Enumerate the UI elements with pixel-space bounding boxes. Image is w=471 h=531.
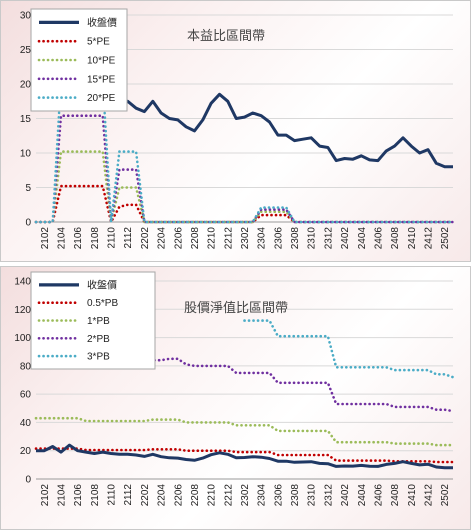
y-tick-label: 30 [20, 11, 32, 22]
legend-label: 20*PE [87, 93, 116, 104]
x-tick-label: 2404 [357, 484, 368, 507]
x-tick-label: 2106 [73, 484, 84, 507]
y-tick-label: 20 [20, 446, 32, 457]
legend-label: 15*PE [87, 74, 116, 85]
x-tick-label: 2204 [157, 484, 168, 507]
x-tick-label: 2112 [123, 227, 134, 249]
x-tick-label: 2212 [223, 484, 234, 507]
y-tick-label: 100 [14, 333, 31, 344]
x-tick-label: 2206 [173, 227, 184, 250]
x-tick-label: 2104 [57, 484, 68, 507]
y-tick-label: 60 [20, 390, 32, 401]
x-tick-label: 2312 [323, 484, 334, 507]
x-tick-label: 2502 [440, 227, 451, 250]
legend-label: 收盤價 [87, 16, 117, 29]
x-tick-label: 2202 [140, 227, 151, 250]
x-tick-label: 2212 [223, 227, 234, 250]
chart-title: 本益比區間帶 [187, 29, 265, 44]
series-line-2 [34, 416, 455, 447]
series-line-1 [34, 447, 455, 464]
x-tick-label: 2104 [57, 227, 68, 250]
pb-band-chart: 0 20 40 60 80 100 120 140 2102 2104 2106 2108 2110 21… [14, 271, 455, 507]
y-tick-label: 0 [25, 475, 31, 486]
legend-label: 3*PB [87, 352, 110, 363]
x-tick-label: 2106 [73, 227, 84, 250]
y-tick-label: 25 [20, 45, 32, 56]
x-tick-label: 2308 [290, 227, 301, 250]
x-tick-label: 2308 [290, 484, 301, 507]
series-line-3 [34, 114, 455, 224]
legend-label: 0.5*PB [87, 298, 118, 309]
x-tick-label: 2210 [207, 227, 218, 250]
y-tick-label: 20 [20, 80, 32, 91]
x-tick-label: 2410 [407, 227, 418, 250]
x-tick-label: 2410 [407, 484, 418, 507]
series-line-4 [34, 78, 455, 224]
x-tick-label: 2208 [190, 227, 201, 250]
y-tick-label: 140 [14, 277, 31, 288]
x-tick-label: 2406 [373, 227, 384, 250]
x-tick-label: 2412 [423, 227, 434, 250]
y-tick-label: 80 [20, 361, 32, 372]
y-tick-label: 120 [14, 305, 31, 316]
x-tick-label: 2310 [307, 227, 318, 250]
x-tick-label: 2112 [123, 484, 134, 506]
x-tick-label: 2102 [40, 484, 51, 507]
x-tick-label: 2304 [257, 227, 268, 250]
legend: 收盤價 0.5*PB 1*PB 2*PB 3*PB [30, 271, 156, 370]
y-tick-label: 5 [25, 183, 31, 194]
pe-band-chart-panel: 0 5 10 15 20 25 30 2102 2104 2106 2108 2110 2112 2202… [0, 0, 471, 262]
pe-band-chart: 0 5 10 15 20 25 30 2102 2104 2106 2108 2110 2112 2202… [20, 8, 455, 250]
pb-band-chart-panel: 0 20 40 60 80 100 120 140 2102 2104 2106 2108 2110 21… [0, 266, 471, 530]
x-tick-label: 2412 [423, 484, 434, 507]
chart-title: 股價淨值比區間帶 [184, 300, 288, 316]
series-line-0 [118, 92, 453, 169]
x-tick-label: 2406 [373, 484, 384, 507]
y-tick-label: 0 [25, 218, 31, 229]
series-line-0 [36, 443, 453, 470]
x-tick-label: 2108 [90, 484, 101, 507]
x-tick-label: 2302 [240, 227, 251, 250]
x-tick-label: 2310 [307, 484, 318, 507]
x-tick-label: 2306 [273, 484, 284, 507]
x-tick-label: 2304 [257, 484, 268, 507]
x-tick-label: 2408 [390, 484, 401, 507]
x-tick-label: 2402 [340, 227, 351, 250]
y-tick-label: 40 [20, 418, 32, 429]
x-tick-label: 2402 [340, 484, 351, 507]
x-tick-label: 2404 [357, 227, 368, 250]
y-tick-label: 15 [20, 114, 32, 125]
x-tick-label: 2502 [440, 484, 451, 507]
y-tick-label: 10 [20, 149, 32, 160]
x-tick-label: 2102 [40, 227, 51, 250]
legend-label: 5*PE [87, 37, 110, 48]
legend-label: 1*PB [87, 316, 110, 327]
x-tick-label: 2202 [140, 484, 151, 507]
x-tick-label: 2208 [190, 484, 201, 507]
x-tick-label: 2210 [207, 484, 218, 507]
series-line-4 [243, 319, 455, 379]
legend-label: 收盤價 [87, 278, 117, 291]
x-tick-label: 2110 [107, 227, 118, 249]
legend-label: 2*PB [87, 334, 110, 345]
x-tick-label: 2108 [90, 227, 101, 250]
legend: 收盤價 5*PE 10*PE 15*PE 20*PE [30, 8, 128, 112]
legend-label: 10*PE [87, 56, 116, 67]
x-tick-label: 2306 [273, 227, 284, 250]
x-tick-label: 2110 [107, 484, 118, 506]
series-line-3 [126, 357, 455, 413]
x-tick-label: 2312 [323, 227, 334, 250]
x-tick-label: 2302 [240, 484, 251, 507]
x-tick-label: 2408 [390, 227, 401, 250]
x-tick-label: 2204 [157, 227, 168, 250]
x-tick-label: 2206 [173, 484, 184, 507]
series-line-1 [34, 184, 455, 224]
